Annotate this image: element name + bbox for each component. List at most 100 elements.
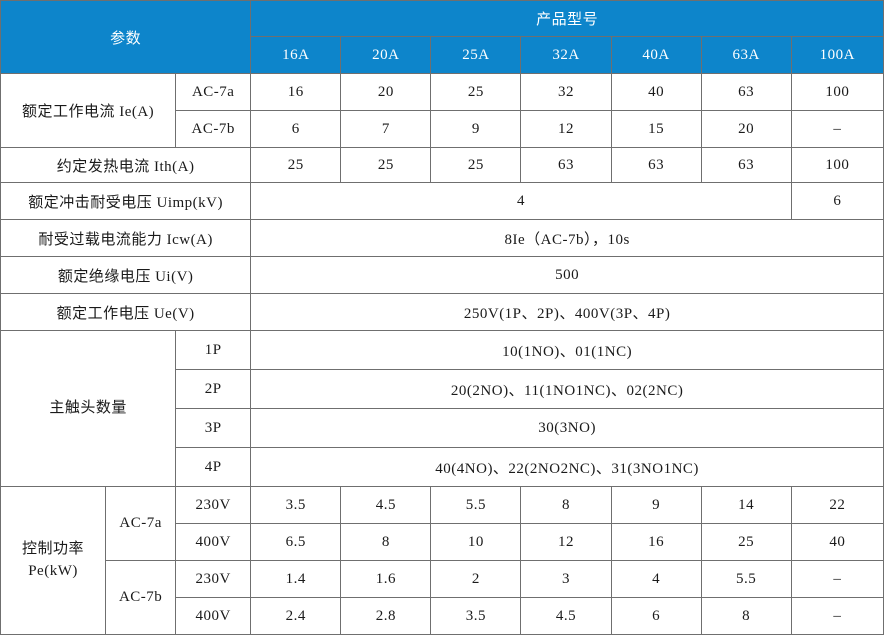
cell-power-ac7b-230v-20a: 1.6 <box>340 560 432 598</box>
cell-ue-value: 250V(1P、2P)、400V(3P、4P) <box>250 293 884 331</box>
cell-power-ac7a-230v-40a: 9 <box>610 486 702 524</box>
cell-ie-ac7b-40a: 15 <box>610 110 702 148</box>
cell-power-ac7b-230v-40a: 4 <box>610 560 702 598</box>
cell-ie-ac7a-40a: 40 <box>610 73 702 111</box>
sub-label-power-ac7b: AC-7b <box>105 560 177 635</box>
table-row-ue: 额定工作电压 Ue(V) 250V(1P、2P)、400V(3P、4P) <box>0 293 884 331</box>
header-parameter-cell: 参数 <box>0 0 252 74</box>
cell-ie-ac7a-16a: 16 <box>250 73 342 111</box>
cell-ith-63a: 63 <box>700 147 792 183</box>
cell-ie-ac7a-20a: 20 <box>340 73 432 111</box>
cell-contacts-2p-value: 20(2NO)、11(1NO1NC)、02(2NC) <box>250 369 884 409</box>
cell-contacts-1p-value: 10(1NO)、01(1NC) <box>250 330 884 370</box>
cell-icw-value: 8Ie（AC-7b），10s <box>250 219 884 257</box>
cell-ie-ac7a-32a: 32 <box>520 73 612 111</box>
sub-label-voltage-400v-a: 400V <box>175 523 252 561</box>
table-row-ith: 约定发热电流 Ith(A) 25 25 25 63 63 63 100 <box>0 147 884 183</box>
table-row-contacts-1p: 主触头数量 1P 10(1NO)、01(1NC) <box>0 330 884 487</box>
header-row-top: 参数 产品型号 <box>0 0 884 74</box>
cell-power-ac7a-400v-100a: 40 <box>790 523 884 561</box>
row-label-rated-impulse-withstand-voltage: 额定冲击耐受电压 Uimp(kV) <box>0 182 252 220</box>
cell-uimp-100a: 6 <box>790 182 884 220</box>
cell-power-ac7b-230v-32a: 3 <box>520 560 612 598</box>
cell-ith-32a: 63 <box>520 147 612 183</box>
table-row-power-ac7a-230v: 控制功率 Pe(kW) AC-7a 230V 3.5 4.5 5.5 8 9 14… <box>0 486 884 635</box>
cell-power-ac7b-230v-25a: 2 <box>430 560 522 598</box>
cell-power-ac7a-400v-63a: 25 <box>700 523 792 561</box>
cell-power-ac7b-230v-63a: 5.5 <box>700 560 792 598</box>
sub-label-ac7b: AC-7b <box>175 110 252 148</box>
cell-ith-100a: 100 <box>790 147 884 183</box>
header-model-16a: 16A <box>250 36 342 74</box>
control-power-label-line2: Pe(kW) <box>28 562 78 579</box>
row-label-rated-operational-voltage: 额定工作电压 Ue(V) <box>0 293 252 331</box>
cell-power-ac7a-400v-32a: 12 <box>520 523 612 561</box>
table-row-contacts-3p: 3P 30(3NO) <box>1 408 884 448</box>
sub-label-pole-1p: 1P <box>175 330 252 370</box>
header-row-models: 16A 20A 25A 32A 40A 63A 100A <box>1 36 884 74</box>
table-row-uimp: 额定冲击耐受电压 Uimp(kV) 4 6 <box>0 182 884 220</box>
cell-power-ac7b-400v-25a: 3.5 <box>430 597 522 635</box>
cell-ith-40a: 63 <box>610 147 702 183</box>
cell-ie-ac7b-25a: 9 <box>430 110 522 148</box>
sub-label-pole-4p: 4P <box>175 447 252 487</box>
cell-ui-value: 500 <box>250 256 884 294</box>
control-power-label-line1: 控制功率 <box>22 540 85 557</box>
table-row-power-ac7b-230v: AC-7b 230V 1.4 1.6 2 3 4 5.5 – <box>1 560 884 635</box>
table-row-ie-ac7a: 额定工作电流 Ie(A) AC-7a 16 20 25 32 40 63 100 <box>0 73 884 148</box>
table-row-icw: 耐受过载电流能力 Icw(A) 8Ie（AC-7b），10s <box>0 219 884 257</box>
row-label-overload-current-withstand: 耐受过载电流能力 Icw(A) <box>0 219 252 257</box>
cell-ie-ac7b-16a: 6 <box>250 110 342 148</box>
cell-power-ac7b-400v-16a: 2.4 <box>250 597 342 635</box>
cell-power-ac7b-400v-20a: 2.8 <box>340 597 432 635</box>
sub-label-pole-2p: 2P <box>175 369 252 409</box>
header-model-20a: 20A <box>340 36 432 74</box>
cell-power-ac7a-400v-20a: 8 <box>340 523 432 561</box>
cell-ith-20a: 25 <box>340 147 432 183</box>
cell-ie-ac7b-32a: 12 <box>520 110 612 148</box>
header-product-model-cell: 产品型号 <box>250 0 884 37</box>
cell-power-ac7b-230v-100a: – <box>790 560 884 598</box>
cell-power-ac7b-400v-40a: 6 <box>610 597 702 635</box>
header-model-100a: 100A <box>790 36 884 74</box>
row-label-rated-operational-current: 额定工作电流 Ie(A) <box>0 73 177 148</box>
cell-contacts-3p-value: 30(3NO) <box>250 408 884 448</box>
cell-power-ac7a-400v-25a: 10 <box>430 523 522 561</box>
header-model-32a: 32A <box>520 36 612 74</box>
cell-power-ac7a-230v-100a: 22 <box>790 486 884 524</box>
cell-ith-16a: 25 <box>250 147 342 183</box>
header-model-25a: 25A <box>430 36 522 74</box>
cell-contacts-4p-value: 40(4NO)、22(2NO2NC)、31(3NO1NC) <box>250 447 884 487</box>
sub-label-voltage-400v-b: 400V <box>175 597 252 635</box>
cell-ith-25a: 25 <box>430 147 522 183</box>
cell-ie-ac7b-100a: – <box>790 110 884 148</box>
cell-ie-ac7b-63a: 20 <box>700 110 792 148</box>
cell-ie-ac7a-100a: 100 <box>790 73 884 111</box>
cell-power-ac7a-230v-20a: 4.5 <box>340 486 432 524</box>
cell-ie-ac7a-25a: 25 <box>430 73 522 111</box>
row-label-control-power: 控制功率 Pe(kW) <box>0 486 107 635</box>
cell-power-ac7b-400v-32a: 4.5 <box>520 597 612 635</box>
cell-power-ac7a-230v-32a: 8 <box>520 486 612 524</box>
sub-label-pole-3p: 3P <box>175 408 252 448</box>
cell-power-ac7a-230v-25a: 5.5 <box>430 486 522 524</box>
row-label-conventional-thermal-current: 约定发热电流 Ith(A) <box>0 147 252 183</box>
table-row-contacts-4p: 4P 40(4NO)、22(2NO2NC)、31(3NO1NC) <box>1 447 884 487</box>
row-label-main-contact-quantity: 主触头数量 <box>0 330 177 487</box>
cell-ie-ac7a-63a: 63 <box>700 73 792 111</box>
row-label-rated-insulation-voltage: 额定绝缘电压 Ui(V) <box>0 256 252 294</box>
cell-power-ac7a-230v-63a: 14 <box>700 486 792 524</box>
cell-power-ac7a-400v-16a: 6.5 <box>250 523 342 561</box>
sub-label-ac7a: AC-7a <box>175 73 252 111</box>
table-row-ui: 额定绝缘电压 Ui(V) 500 <box>0 256 884 294</box>
cell-power-ac7b-400v-100a: – <box>790 597 884 635</box>
cell-ie-ac7b-20a: 7 <box>340 110 432 148</box>
cell-power-ac7a-400v-40a: 16 <box>610 523 702 561</box>
header-model-63a: 63A <box>700 36 792 74</box>
cell-power-ac7b-400v-63a: 8 <box>700 597 792 635</box>
cell-uimp-16a-to-63a: 4 <box>250 182 792 220</box>
cell-power-ac7b-230v-16a: 1.4 <box>250 560 342 598</box>
header-model-40a: 40A <box>610 36 702 74</box>
sub-label-voltage-230v-a: 230V <box>175 486 252 524</box>
